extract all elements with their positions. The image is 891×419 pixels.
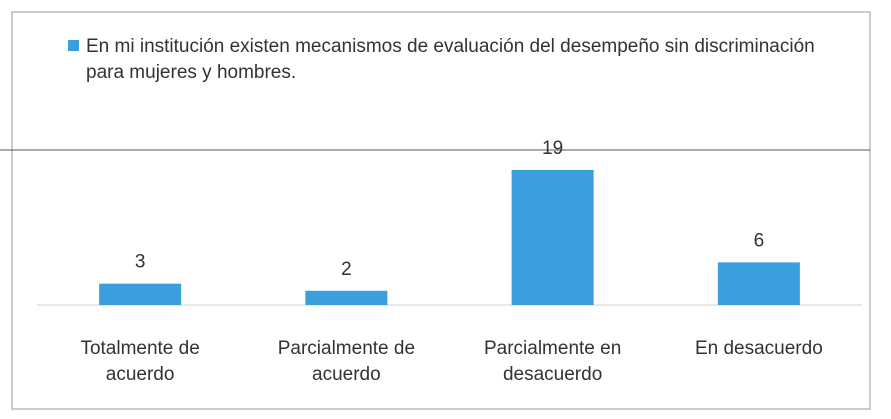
- data-label: 6: [754, 230, 765, 251]
- x-tick-label: Parcialmente de acuerdo: [277, 338, 416, 385]
- bar: [511, 170, 594, 305]
- data-label: 19: [542, 138, 563, 159]
- x-tick-label: En desacuerdo: [694, 338, 823, 359]
- data-label: 3: [135, 252, 146, 273]
- legend-label: En mi institución existen mecanismos de …: [86, 36, 815, 83]
- x-tick-label: Parcialmente en desacuerdo: [483, 338, 622, 385]
- bar: [717, 262, 800, 305]
- bar: [305, 290, 388, 305]
- data-label: 2: [341, 259, 352, 280]
- chart-border: [11, 11, 871, 410]
- x-tick-label: Totalmente de acuerdo: [80, 338, 200, 385]
- bar: [99, 283, 182, 305]
- legend-swatch: [68, 40, 79, 51]
